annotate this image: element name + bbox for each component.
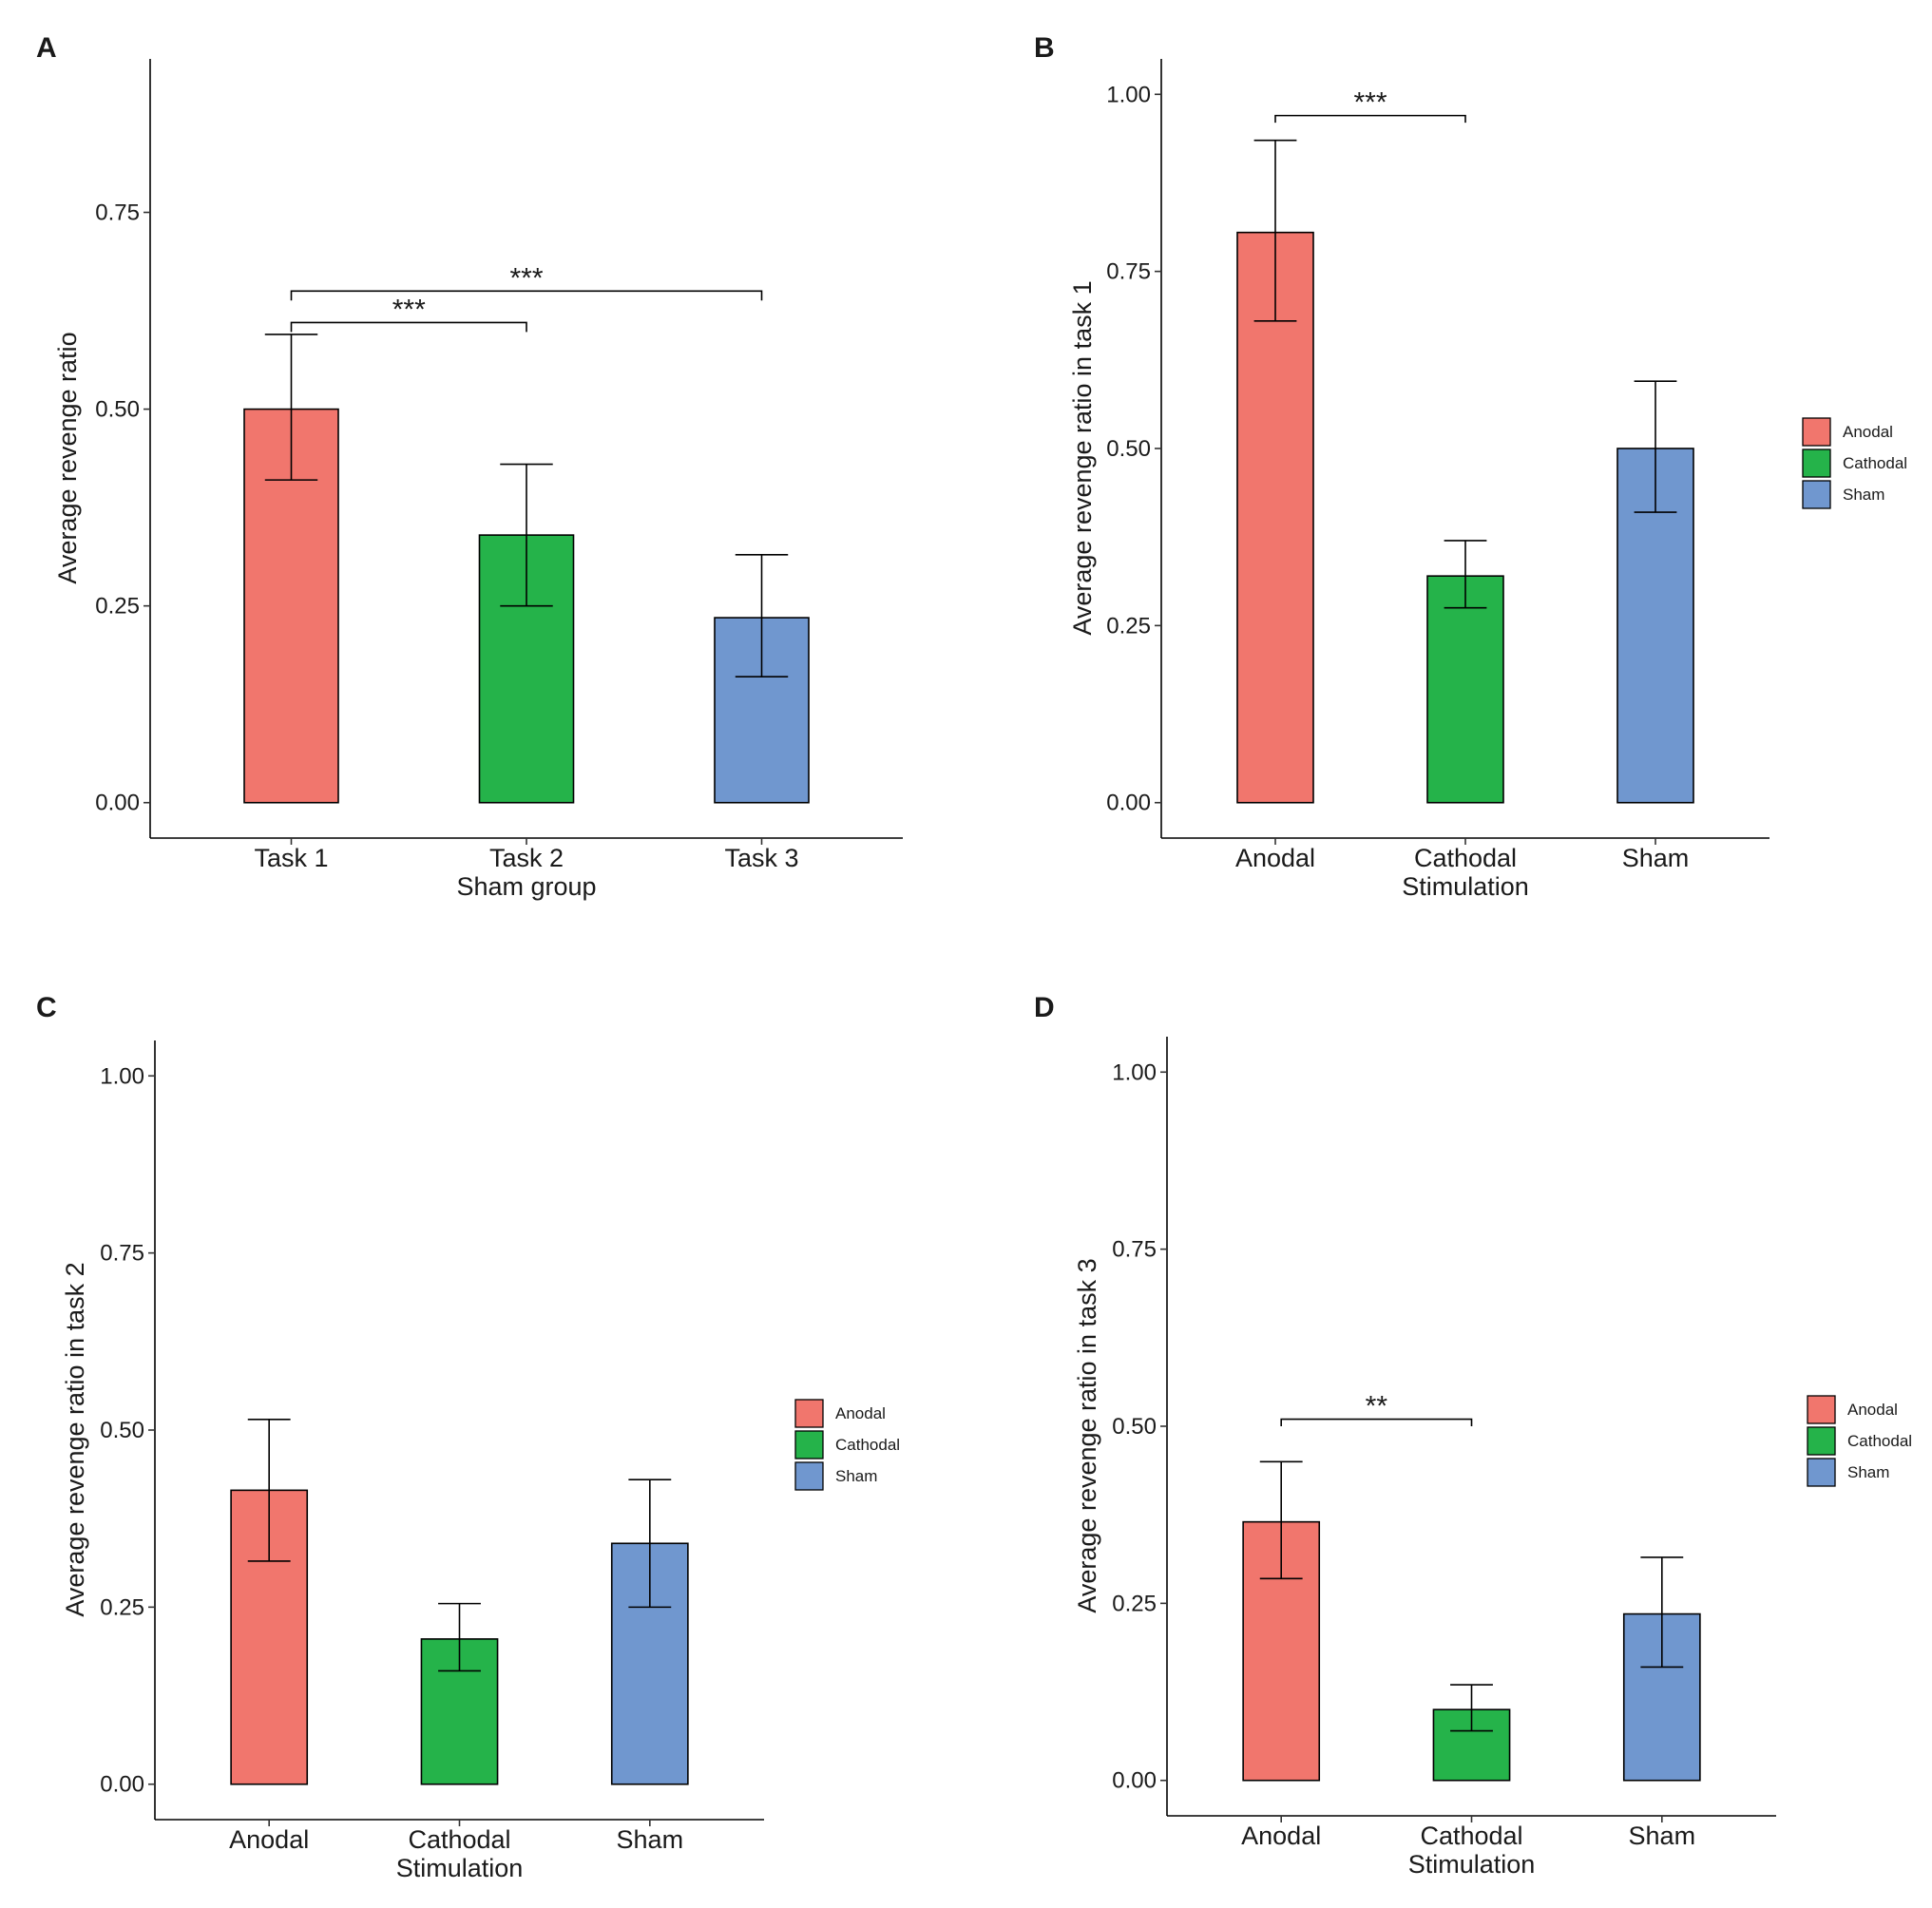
error-bar [264, 334, 318, 481]
x-tick-label: Anodal [1241, 1822, 1321, 1850]
error-bar [1634, 380, 1677, 513]
error-bar [1450, 1684, 1493, 1732]
legend-swatch-sham [1802, 480, 1831, 509]
legend-label: Anodal [835, 1404, 886, 1422]
y-axis-title: Average revenge ratio [53, 332, 82, 583]
legend-swatch-cathodal [1802, 448, 1831, 478]
y-tick-label: 0.25 [1112, 1591, 1157, 1616]
panel-letter: C [36, 992, 57, 1023]
error-bar [735, 554, 789, 678]
x-tick-label: Anodal [229, 1825, 309, 1854]
x-tick-label: Task 3 [724, 844, 798, 872]
panel-a: A 0.00 0.25 0.50 0.75 Task 1 Task 2 Task 3 Sham … [36, 32, 903, 901]
panel-c: C 0.00 0.25 0.50 0.75 1.00 Anodal Cathodal Sham S… [36, 992, 900, 1882]
significance-label: *** [509, 262, 543, 294]
significance-bracket: *** [1274, 87, 1466, 124]
y-tick-label: 1.00 [1112, 1059, 1157, 1085]
x-tick-label: Cathodal [408, 1825, 510, 1854]
legend-label: Anodal [1843, 423, 1893, 441]
y-tick-label: 1.00 [1106, 82, 1151, 107]
x-tick-label: Cathodal [1420, 1822, 1522, 1850]
x-tick-label: Anodal [1235, 844, 1315, 872]
legend-label: Cathodal [835, 1436, 900, 1454]
legend-swatch-cathodal [1807, 1426, 1836, 1456]
y-tick-label: 0.50 [100, 1418, 144, 1443]
x-tick-label: Task 1 [254, 844, 328, 872]
legend-label: Cathodal [1847, 1432, 1912, 1450]
significance-label: ** [1366, 1391, 1388, 1422]
legend-swatch-sham [794, 1461, 824, 1491]
error-bar [438, 1602, 481, 1672]
y-tick-label: 0.75 [1106, 259, 1151, 285]
y-tick-label: 0.00 [1112, 1768, 1157, 1794]
panel-letter: A [36, 32, 57, 64]
x-tick-label: Task 2 [489, 844, 564, 872]
legend: Anodal Cathodal Sham [794, 1399, 900, 1491]
significance-line [290, 290, 763, 301]
legend-swatch-anodal [1807, 1395, 1836, 1424]
legend-label: Sham [835, 1467, 877, 1485]
y-axis-title: Average revenge ratio in task 2 [61, 1262, 89, 1616]
legend-swatch-anodal [794, 1399, 824, 1428]
x-tick-label: Sham [1622, 844, 1690, 872]
y-tick-label: 0.50 [95, 397, 140, 423]
significance-bracket: *** [290, 262, 763, 301]
error-bar [1640, 1556, 1684, 1669]
significance-bracket: ** [1280, 1391, 1473, 1426]
legend-label: Sham [1847, 1463, 1889, 1481]
significance-bracket: *** [290, 294, 527, 333]
y-tick-label: 0.50 [1112, 1414, 1157, 1440]
significance-label: *** [1353, 87, 1387, 119]
x-axis-title: Sham group [456, 872, 596, 901]
bar-anodal [1236, 231, 1314, 804]
y-tick-label: 1.00 [100, 1063, 144, 1089]
error-bar [1253, 139, 1297, 322]
bar-cathodal [1426, 575, 1504, 804]
legend-swatch-cathodal [794, 1430, 824, 1460]
significance-line [290, 321, 527, 333]
significance-line [1280, 1418, 1473, 1426]
legend-label: Anodal [1847, 1401, 1898, 1419]
legend-swatch-anodal [1802, 417, 1831, 447]
panel-letter: B [1034, 32, 1055, 64]
y-axis-title: Average revenge ratio in task 1 [1068, 280, 1097, 635]
legend: Anodal Cathodal Sham [1802, 417, 1907, 509]
legend-swatch-sham [1807, 1458, 1836, 1487]
y-tick-label: 0.50 [1106, 436, 1151, 462]
y-tick-label: 0.00 [1106, 791, 1151, 816]
panel-letter: D [1034, 992, 1055, 1023]
error-bar [500, 463, 553, 607]
y-axis-title: Average revenge ratio in task 3 [1073, 1258, 1101, 1612]
y-tick-label: 0.75 [100, 1241, 144, 1267]
panel-d: D 0.00 0.25 0.50 0.75 1.00 Anodal Cathodal Sham S… [1034, 992, 1912, 1879]
x-axis-title: Stimulation [396, 1854, 524, 1882]
y-tick-label: 0.75 [1112, 1237, 1157, 1263]
x-axis-title: Stimulation [1408, 1850, 1536, 1879]
x-tick-label: Cathodal [1414, 844, 1517, 872]
significance-label: *** [392, 294, 426, 325]
legend: Anodal Cathodal Sham [1807, 1395, 1912, 1487]
panel-b: B 0.00 0.25 0.50 0.75 1.00 Anodal Cathodal Sham S… [1034, 32, 1907, 901]
y-tick-label: 0.25 [95, 594, 140, 620]
error-bar [247, 1419, 291, 1562]
y-tick-label: 0.25 [100, 1594, 144, 1620]
error-bar [1259, 1460, 1303, 1580]
x-tick-label: Sham [617, 1825, 684, 1854]
y-tick-label: 0.75 [95, 200, 140, 226]
y-tick-label: 0.00 [100, 1772, 144, 1798]
error-bar [628, 1479, 672, 1609]
y-tick-label: 0.00 [95, 791, 140, 816]
significance-line [1274, 114, 1466, 124]
x-tick-label: Sham [1629, 1822, 1696, 1850]
error-bar [1444, 540, 1487, 609]
legend-label: Cathodal [1843, 454, 1907, 472]
x-axis-title: Stimulation [1402, 872, 1529, 901]
legend-label: Sham [1843, 486, 1884, 504]
y-tick-label: 0.25 [1106, 613, 1151, 639]
